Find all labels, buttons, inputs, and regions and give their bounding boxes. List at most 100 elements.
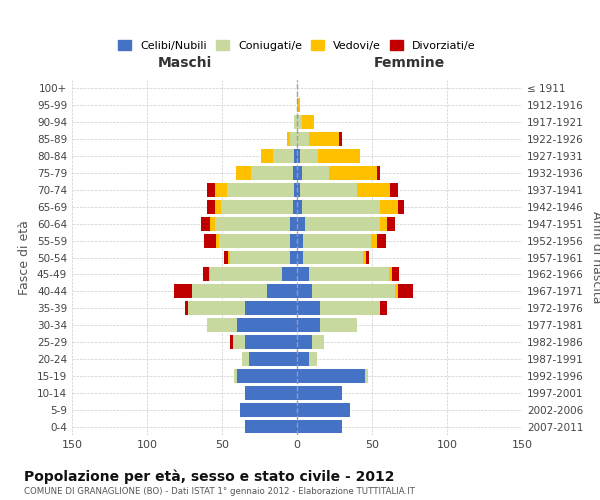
Bar bbox=[339, 132, 342, 146]
Bar bbox=[297, 166, 302, 180]
Bar bbox=[297, 284, 312, 298]
Bar bbox=[297, 116, 302, 129]
Bar bbox=[234, 369, 237, 383]
Bar bbox=[237, 369, 297, 383]
Bar bbox=[300, 183, 357, 197]
Bar bbox=[287, 132, 290, 146]
Bar bbox=[293, 166, 297, 180]
Bar bbox=[297, 386, 342, 400]
Bar bbox=[297, 335, 312, 349]
Bar bbox=[245, 420, 297, 434]
Bar bbox=[233, 335, 245, 349]
Bar bbox=[290, 234, 297, 247]
Bar bbox=[174, 284, 192, 298]
Bar bbox=[229, 335, 233, 349]
Y-axis label: Fasce di età: Fasce di età bbox=[19, 220, 31, 295]
Bar bbox=[215, 217, 290, 230]
Bar bbox=[302, 166, 329, 180]
Bar bbox=[210, 217, 215, 230]
Bar bbox=[357, 183, 390, 197]
Bar bbox=[297, 352, 309, 366]
Bar bbox=[297, 234, 303, 247]
Bar bbox=[245, 302, 297, 315]
Bar bbox=[187, 302, 245, 315]
Bar bbox=[294, 149, 297, 163]
Bar bbox=[380, 200, 398, 213]
Bar bbox=[297, 420, 342, 434]
Bar bbox=[318, 149, 360, 163]
Bar bbox=[297, 402, 349, 416]
Bar bbox=[249, 352, 297, 366]
Bar bbox=[290, 250, 297, 264]
Bar bbox=[312, 284, 395, 298]
Bar bbox=[227, 183, 294, 197]
Bar bbox=[185, 302, 187, 315]
Bar bbox=[303, 234, 371, 247]
Bar bbox=[229, 250, 290, 264]
Bar bbox=[201, 217, 210, 230]
Bar bbox=[390, 183, 398, 197]
Bar bbox=[363, 250, 366, 264]
Bar bbox=[297, 200, 302, 213]
Bar bbox=[297, 318, 320, 332]
Bar bbox=[290, 217, 297, 230]
Bar bbox=[380, 217, 387, 230]
Bar bbox=[387, 217, 395, 230]
Bar bbox=[377, 166, 380, 180]
Bar bbox=[219, 234, 290, 247]
Bar bbox=[297, 183, 300, 197]
Legend: Celibi/Nubili, Coniugati/e, Vedovi/e, Divorziati/e: Celibi/Nubili, Coniugati/e, Vedovi/e, Di… bbox=[114, 36, 480, 56]
Bar bbox=[309, 268, 389, 281]
Bar bbox=[297, 268, 309, 281]
Bar bbox=[241, 352, 249, 366]
Bar bbox=[371, 234, 377, 247]
Bar bbox=[251, 166, 293, 180]
Bar bbox=[207, 318, 237, 332]
Bar bbox=[237, 318, 297, 332]
Bar bbox=[302, 116, 314, 129]
Bar bbox=[221, 200, 293, 213]
Bar bbox=[297, 98, 300, 112]
Bar bbox=[215, 183, 227, 197]
Bar bbox=[380, 302, 387, 315]
Bar bbox=[273, 149, 294, 163]
Bar bbox=[320, 302, 380, 315]
Bar bbox=[312, 335, 324, 349]
Bar bbox=[297, 132, 309, 146]
Bar bbox=[395, 284, 398, 298]
Bar bbox=[203, 268, 209, 281]
Bar bbox=[297, 369, 365, 383]
Bar bbox=[329, 166, 377, 180]
Bar bbox=[294, 183, 297, 197]
Bar bbox=[302, 200, 380, 213]
Text: Popolazione per età, sesso e stato civile - 2012: Popolazione per età, sesso e stato civil… bbox=[24, 470, 395, 484]
Bar bbox=[294, 116, 297, 129]
Bar bbox=[215, 200, 221, 213]
Bar bbox=[261, 149, 273, 163]
Y-axis label: Anni di nascita: Anni di nascita bbox=[590, 211, 600, 304]
Bar bbox=[267, 284, 297, 298]
Bar bbox=[207, 183, 215, 197]
Bar bbox=[297, 250, 303, 264]
Bar bbox=[365, 369, 367, 383]
Bar bbox=[290, 132, 297, 146]
Bar bbox=[300, 149, 318, 163]
Bar bbox=[209, 268, 210, 281]
Text: Maschi: Maschi bbox=[157, 56, 212, 70]
Bar bbox=[282, 268, 297, 281]
Bar bbox=[398, 284, 413, 298]
Bar bbox=[204, 234, 216, 247]
Bar bbox=[216, 234, 219, 247]
Bar bbox=[389, 268, 392, 281]
Bar bbox=[377, 234, 386, 247]
Bar bbox=[240, 402, 297, 416]
Bar bbox=[228, 250, 229, 264]
Bar bbox=[245, 335, 297, 349]
Bar bbox=[309, 352, 317, 366]
Bar bbox=[305, 217, 380, 230]
Text: Femmine: Femmine bbox=[374, 56, 445, 70]
Bar bbox=[297, 302, 320, 315]
Bar bbox=[210, 268, 282, 281]
Bar bbox=[245, 386, 297, 400]
Bar bbox=[223, 250, 228, 264]
